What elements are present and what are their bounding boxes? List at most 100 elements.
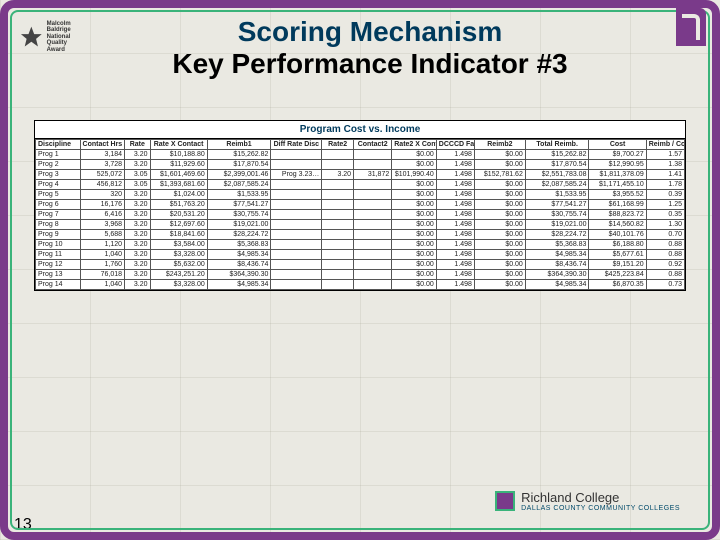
table-cell	[322, 240, 354, 250]
table-cell: 1.78	[646, 180, 684, 190]
table-cell: $1,393,681.60	[150, 180, 207, 190]
table-cell: $0.00	[392, 260, 437, 270]
table-cell: 3.20	[125, 200, 150, 210]
table-cell: $0.00	[474, 240, 525, 250]
table-cell: 1.498	[436, 210, 474, 220]
table-cell: $2,399,001.46	[207, 170, 271, 180]
table-header: Rate2 X Contact2	[392, 140, 437, 150]
table-cell	[271, 210, 322, 220]
table-cell: $0.00	[474, 150, 525, 160]
table-cell	[354, 250, 392, 260]
table-row: Prog 4456,8123.05$1,393,681.60$2,087,585…	[36, 180, 685, 190]
table-cell: 1.498	[436, 230, 474, 240]
table-cell: $40,101.76	[589, 230, 646, 240]
table-cell	[322, 160, 354, 170]
table-cell: $0.00	[392, 250, 437, 260]
table-cell: 0.88	[646, 240, 684, 250]
table-cell: $425,223.84	[589, 270, 646, 280]
table-cell: 1.498	[436, 180, 474, 190]
table-row: Prog 76,4163.20$20,531.20$30,755.74$0.00…	[36, 210, 685, 220]
table-cell: $2,551,783.08	[525, 170, 589, 180]
table-cell: 320	[80, 190, 125, 200]
table-cell: 3.20	[125, 210, 150, 220]
table-cell: 1.498	[436, 280, 474, 290]
table-cell: $17,870.54	[525, 160, 589, 170]
table-cell: 1.498	[436, 240, 474, 250]
table-cell	[271, 200, 322, 210]
table-cell: 456,812	[80, 180, 125, 190]
table-cell: 525,072	[80, 170, 125, 180]
table-cell: 3,184	[80, 150, 125, 160]
table-cell: 3.20	[125, 280, 150, 290]
table-cell: 1.25	[646, 200, 684, 210]
table-cell	[354, 260, 392, 270]
table-cell: 1.498	[436, 150, 474, 160]
college-logo: Richland College DALLAS COUNTY COMMUNITY…	[495, 490, 680, 512]
table-cell: 1,760	[80, 260, 125, 270]
table-cell: $61,168.99	[589, 200, 646, 210]
table-cell: $101,990.40	[392, 170, 437, 180]
table-header: Contact Hrs	[80, 140, 125, 150]
table-cell	[354, 150, 392, 160]
table-cell: $4,985.34	[525, 250, 589, 260]
table-cell	[354, 210, 392, 220]
table-row: Prog 101,1203.20$3,584.00$5,368.83$0.001…	[36, 240, 685, 250]
table-cell	[271, 160, 322, 170]
table-cell: $30,755.74	[207, 210, 271, 220]
table-cell: 3,728	[80, 160, 125, 170]
table-cell: Prog 9	[36, 230, 81, 240]
table-row: Prog 3525,0723.05$1,601,469.60$2,399,001…	[36, 170, 685, 180]
table-cell	[354, 270, 392, 280]
table-cell	[322, 200, 354, 210]
table-cell: $18,841.60	[150, 230, 207, 240]
table-cell: 1.41	[646, 170, 684, 180]
table-cell: 3.20	[125, 150, 150, 160]
table-cell: 3.20	[125, 260, 150, 270]
table-cell: $3,955.52	[589, 190, 646, 200]
table-cell: 1.57	[646, 150, 684, 160]
table-cell: $9,151.20	[589, 260, 646, 270]
table-header: Diff Rate Disc	[271, 140, 322, 150]
table-header: Contact2	[354, 140, 392, 150]
table-cell: Prog 3.23…	[271, 170, 322, 180]
table-cell: $0.00	[474, 190, 525, 200]
college-text: Richland College DALLAS COUNTY COMMUNITY…	[521, 490, 680, 512]
table-cell: 3.20	[125, 230, 150, 240]
table-cell	[271, 280, 322, 290]
table-cell: $0.00	[474, 260, 525, 270]
table-cell: $0.00	[474, 220, 525, 230]
slide-title: Scoring Mechanism Key Performance Indica…	[80, 16, 660, 80]
table-row: Prog 95,6883.20$18,841.60$28,224.72$0.00…	[36, 230, 685, 240]
slide-number: 13	[10, 516, 36, 534]
table-cell: $12,697.60	[150, 220, 207, 230]
table-cell: $0.00	[392, 240, 437, 250]
table-header: Rate X Contact	[150, 140, 207, 150]
table-cell	[271, 230, 322, 240]
table-cell: $0.00	[392, 160, 437, 170]
table-cell: 1,040	[80, 280, 125, 290]
table-cell: $243,251.20	[150, 270, 207, 280]
table-cell: 3.20	[125, 220, 150, 230]
table-cell: $3,328.00	[150, 250, 207, 260]
table-cell: $51,763.20	[150, 200, 207, 210]
table-header: Rate2	[322, 140, 354, 150]
table-cell: $10,188.80	[150, 150, 207, 160]
table-cell	[322, 220, 354, 230]
table-cell	[354, 280, 392, 290]
college-mark-icon	[495, 491, 515, 511]
table-cell: $0.00	[392, 280, 437, 290]
table-cell: $4,985.34	[207, 280, 271, 290]
table-cell: 0.88	[646, 250, 684, 260]
table-cell: $8,436.74	[525, 260, 589, 270]
table-cell: Prog 8	[36, 220, 81, 230]
table-cell: 0.39	[646, 190, 684, 200]
table-header: Reimb2	[474, 140, 525, 150]
table-cell: $77,541.27	[525, 200, 589, 210]
table-cell	[322, 180, 354, 190]
table-cell: $0.00	[392, 210, 437, 220]
table-cell: $0.00	[392, 230, 437, 240]
table-cell: $0.00	[392, 220, 437, 230]
table-cell: $0.00	[474, 230, 525, 240]
table-cell: $0.00	[474, 280, 525, 290]
table-cell	[322, 270, 354, 280]
